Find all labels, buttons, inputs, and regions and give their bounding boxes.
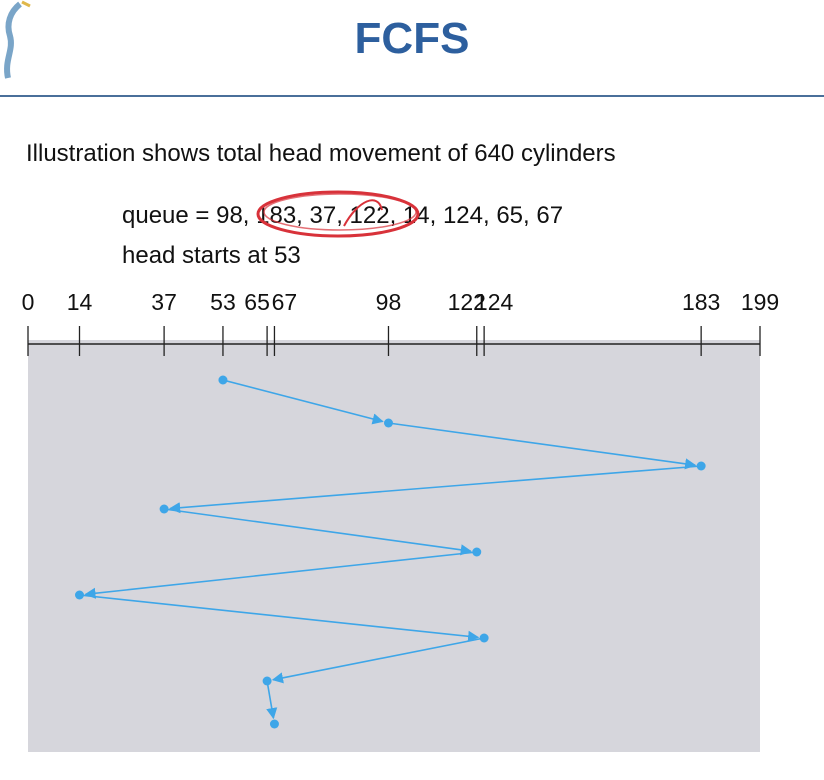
head-movement-segment (168, 465, 702, 514)
x-tick-label: 14 (67, 289, 93, 315)
head-movement-segment (79, 594, 480, 642)
head-movement-segment (266, 680, 278, 720)
request-point (218, 375, 228, 385)
head-movement-segment (222, 379, 384, 425)
x-tick-label: 53 (210, 289, 236, 315)
head-movement-segment (163, 508, 472, 556)
plot-area (28, 340, 760, 752)
caption-text: Illustration shows total head movement o… (26, 140, 616, 167)
title-divider (0, 95, 824, 97)
head-movement-segment (388, 422, 697, 470)
request-point (74, 590, 84, 600)
request-point (472, 547, 482, 557)
head-movement-segment (271, 637, 485, 684)
request-point (479, 633, 489, 643)
slide-title: FCFS (354, 14, 470, 63)
request-point (262, 676, 272, 686)
head-movement-segment (84, 551, 477, 599)
request-point (383, 418, 393, 428)
x-tick-label: 124 (475, 289, 514, 315)
x-tick-label: 98 (376, 289, 402, 315)
request-point (159, 504, 169, 514)
queue-text: queue = 98, 183, 37, 122, 14, 124, 65, 6… (122, 202, 564, 229)
head-start-text: head starts at 53 (122, 242, 301, 269)
x-tick-label: 122 (448, 289, 486, 315)
x-tick-label: 0 (22, 289, 35, 315)
x-tick-label: 37 (151, 289, 177, 315)
x-tick-label: 67 (272, 289, 298, 315)
annotation-circle-icon (256, 190, 420, 238)
x-tick-label: 183 (682, 289, 720, 315)
request-point (696, 461, 706, 471)
x-tick-label: 199 (741, 289, 779, 315)
x-tick-label: 65 (244, 289, 270, 315)
request-point (269, 719, 279, 729)
logo-icon (4, 0, 31, 79)
